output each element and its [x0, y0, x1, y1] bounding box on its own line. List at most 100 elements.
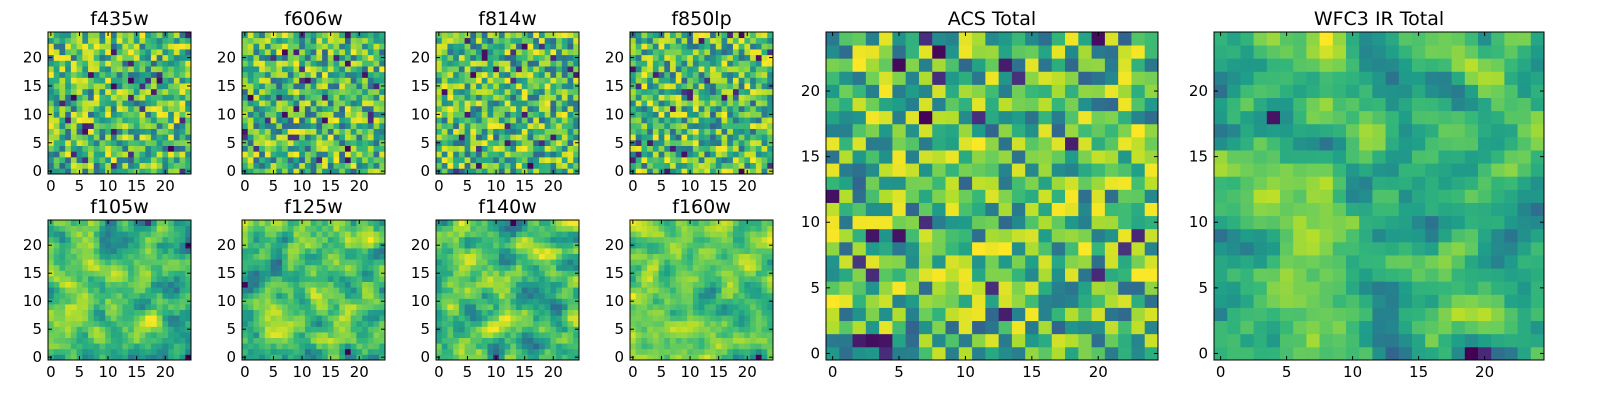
heatmap-cell: [453, 315, 460, 322]
heatmap-cell: [82, 168, 89, 175]
heatmap-cell: [310, 337, 317, 344]
heatmap-cell: [179, 354, 186, 361]
heatmap-cell: [767, 320, 774, 327]
heatmap-cell: [327, 259, 334, 266]
heatmap-cell: [116, 37, 123, 44]
heatmap-cell: [379, 117, 386, 124]
heatmap-cell: [527, 231, 534, 238]
heatmap-cell: [276, 77, 283, 84]
heatmap-cell: [441, 60, 448, 67]
heatmap-cell: [675, 139, 682, 146]
heatmap-cell: [259, 270, 266, 277]
heatmap-cell: [59, 343, 66, 350]
heatmap-cell: [504, 242, 511, 249]
heatmap-cell: [88, 60, 95, 67]
heatmap-cell: [105, 111, 112, 118]
heatmap-cell: [670, 151, 677, 158]
heatmap-cell: [521, 122, 528, 129]
heatmap-cell: [476, 151, 483, 158]
heatmap-cell: [464, 60, 471, 67]
heatmap-cell: [556, 122, 563, 129]
heatmap-cell: [544, 162, 551, 169]
heatmap-cell: [481, 128, 488, 135]
heatmap-cell: [333, 105, 340, 112]
heatmap-cell: [533, 309, 540, 316]
heatmap-cell: [470, 83, 477, 90]
heatmap-cell: [253, 139, 260, 146]
heatmap-cell: [287, 315, 294, 322]
heatmap-cell: [110, 248, 118, 254]
heatmap-cell: [310, 83, 317, 90]
heatmap-cell: [322, 343, 329, 350]
heatmap-cell: [122, 88, 129, 95]
heatmap-cell: [270, 100, 277, 107]
heatmap-cell: [156, 320, 163, 327]
heatmap-cell: [379, 156, 386, 164]
heatmap-cell: [350, 54, 357, 61]
heatmap-cell: [727, 100, 734, 107]
heatmap-cell: [510, 225, 517, 232]
heatmap-cell: [379, 309, 386, 316]
heatmap-cell: [436, 281, 443, 288]
heatmap-cell: [750, 111, 757, 118]
heatmap-cell: [755, 151, 762, 158]
heatmap-cell: [179, 32, 186, 39]
heatmap-cell: [350, 276, 357, 282]
heatmap-cell: [293, 151, 300, 158]
heatmap-cell: [53, 298, 60, 305]
heatmap-cell: [464, 105, 471, 112]
heatmap-cell: [538, 292, 546, 299]
heatmap-cell: [698, 348, 705, 355]
heatmap-cell: [88, 231, 95, 238]
heatmap-cell: [88, 348, 95, 355]
heatmap-cell: [48, 225, 55, 232]
heatmap-cell: [88, 337, 95, 344]
heatmap-cell: [293, 105, 300, 112]
heatmap-cell: [721, 168, 728, 175]
heatmap-cell: [247, 54, 254, 61]
heatmap-cell: [498, 32, 506, 39]
heatmap-cell: [110, 122, 118, 129]
heatmap-cell: [287, 37, 294, 44]
heatmap-cell: [350, 248, 357, 254]
heatmap-cell: [481, 225, 488, 232]
heatmap-cell: [282, 236, 289, 243]
heatmap-cell: [715, 337, 722, 344]
heatmap-cell: [99, 122, 106, 129]
heatmap-cell: [441, 236, 448, 243]
heatmap-cell: [704, 292, 711, 299]
heatmap-cell: [65, 276, 72, 282]
heatmap-cell: [538, 168, 546, 175]
heatmap-cell: [93, 231, 100, 238]
heatmap-cell: [76, 281, 83, 288]
heatmap-cell: [447, 253, 454, 260]
heatmap-cell: [527, 343, 534, 350]
heatmap-cell: [293, 100, 300, 107]
heatmap-cell: [168, 270, 175, 277]
heatmap-cell: [567, 259, 574, 266]
heatmap-cell: [173, 337, 180, 344]
y-tick-label: 10: [23, 292, 42, 310]
heatmap-cell: [242, 105, 249, 112]
heatmap-cell: [715, 315, 722, 322]
heatmap-cell: [259, 168, 266, 175]
heatmap-cell: [185, 332, 192, 338]
heatmap-cell: [350, 49, 357, 56]
heatmap-cell: [156, 231, 163, 238]
heatmap-cell: [270, 88, 277, 95]
heatmap-cell: [710, 66, 717, 73]
heatmap-cell: [470, 253, 477, 260]
heatmap-cell: [344, 105, 352, 112]
heatmap-cell: [110, 88, 118, 95]
heatmap-cell: [53, 287, 60, 294]
heatmap-cell: [561, 264, 568, 271]
heatmap-cell: [692, 100, 700, 107]
heatmap-cell: [327, 145, 334, 152]
heatmap-cell: [93, 354, 100, 361]
heatmap-cell: [110, 253, 118, 260]
heatmap-cell: [635, 83, 642, 90]
heatmap-cell: [744, 128, 751, 135]
heatmap-cell: [573, 32, 580, 39]
heatmap-cell: [333, 49, 340, 56]
heatmap-cell: [53, 162, 60, 169]
